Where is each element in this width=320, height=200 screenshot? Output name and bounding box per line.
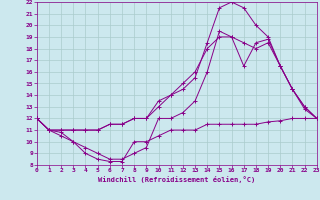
X-axis label: Windchill (Refroidissement éolien,°C): Windchill (Refroidissement éolien,°C)	[98, 176, 255, 183]
